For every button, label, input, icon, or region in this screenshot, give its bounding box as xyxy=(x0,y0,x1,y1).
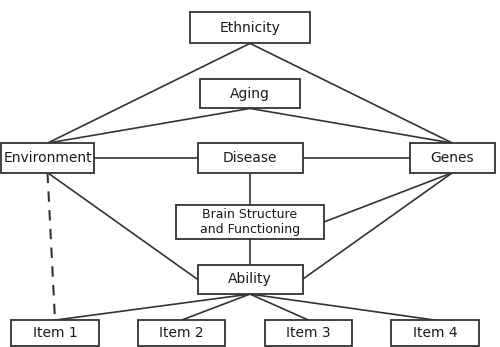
Text: Brain Structure
and Functioning: Brain Structure and Functioning xyxy=(200,208,300,236)
Text: Item 1: Item 1 xyxy=(32,326,78,340)
FancyBboxPatch shape xyxy=(176,205,324,239)
Text: Disease: Disease xyxy=(223,151,277,165)
FancyBboxPatch shape xyxy=(190,12,310,43)
FancyBboxPatch shape xyxy=(391,320,479,346)
FancyBboxPatch shape xyxy=(2,143,94,173)
Text: Item 3: Item 3 xyxy=(286,326,331,340)
FancyBboxPatch shape xyxy=(138,320,225,346)
FancyBboxPatch shape xyxy=(410,143,495,173)
Text: Environment: Environment xyxy=(3,151,92,165)
Text: Ethnicity: Ethnicity xyxy=(220,21,280,35)
FancyBboxPatch shape xyxy=(200,79,300,108)
Text: Genes: Genes xyxy=(430,151,474,165)
FancyBboxPatch shape xyxy=(198,265,302,294)
FancyBboxPatch shape xyxy=(198,143,302,173)
FancyBboxPatch shape xyxy=(12,320,99,346)
FancyBboxPatch shape xyxy=(265,320,352,346)
Text: Item 4: Item 4 xyxy=(412,326,458,340)
Text: Ability: Ability xyxy=(228,272,272,286)
Text: Item 2: Item 2 xyxy=(159,326,204,340)
Text: Aging: Aging xyxy=(230,87,270,101)
